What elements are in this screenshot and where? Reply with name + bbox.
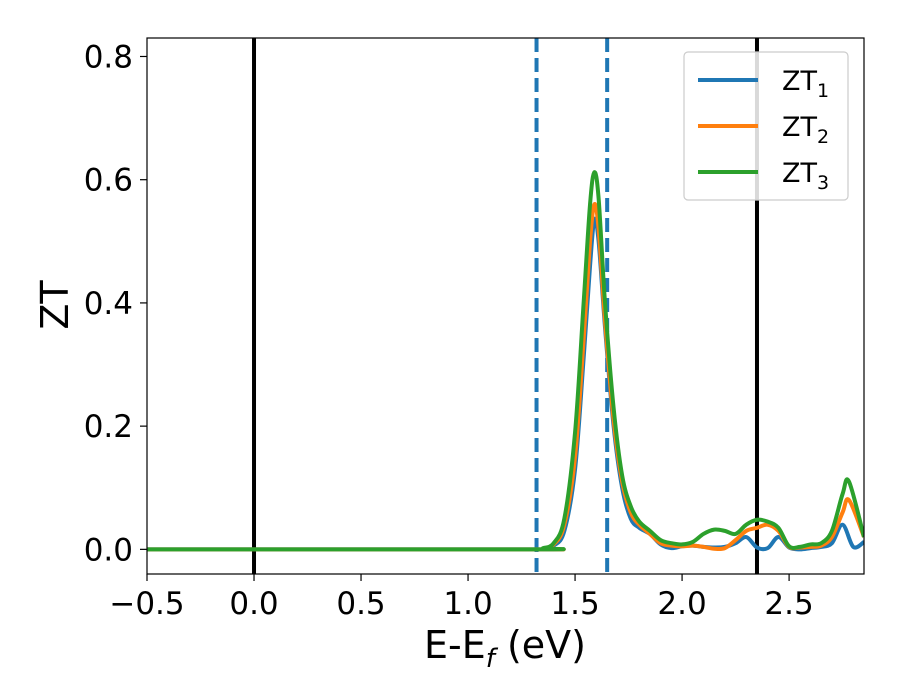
legend-label-zt1: ZT1 [782,66,829,102]
legend-label-zt2: ZT2 [782,112,829,148]
y-tick-label: 0.6 [84,163,133,199]
x-tick-label: 0.5 [336,586,385,622]
y-axis-label: ZT [33,280,77,330]
legend-box [683,51,849,201]
x-axis-label: E-Ef (eV) [424,623,586,674]
y-tick-label: 0.8 [84,39,133,75]
legend-label-zt3: ZT3 [782,158,829,194]
x-tick-label: 1.5 [550,586,599,622]
axes-frame [146,37,865,575]
x-tick-label: 1.0 [443,586,492,622]
x-tick-label: 2.5 [764,586,813,622]
x-tick-label: −0.5 [109,586,184,622]
series-line-zt3 [147,170,864,552]
y-tick-label: 0.2 [84,409,133,445]
y-tick-label: 0.0 [84,532,133,568]
x-tick-label: 2.0 [657,586,706,622]
legend: ZT1 ZT2 ZT3 [683,51,849,201]
axes: −0.5 0.0 0.5 1.0 1.5 2.0 2.5 0.0 0.2 0.4 0.6 0.8 [84,37,865,622]
x-tick-label: 0.0 [229,586,278,622]
y-tick-label: 0.4 [84,286,133,322]
